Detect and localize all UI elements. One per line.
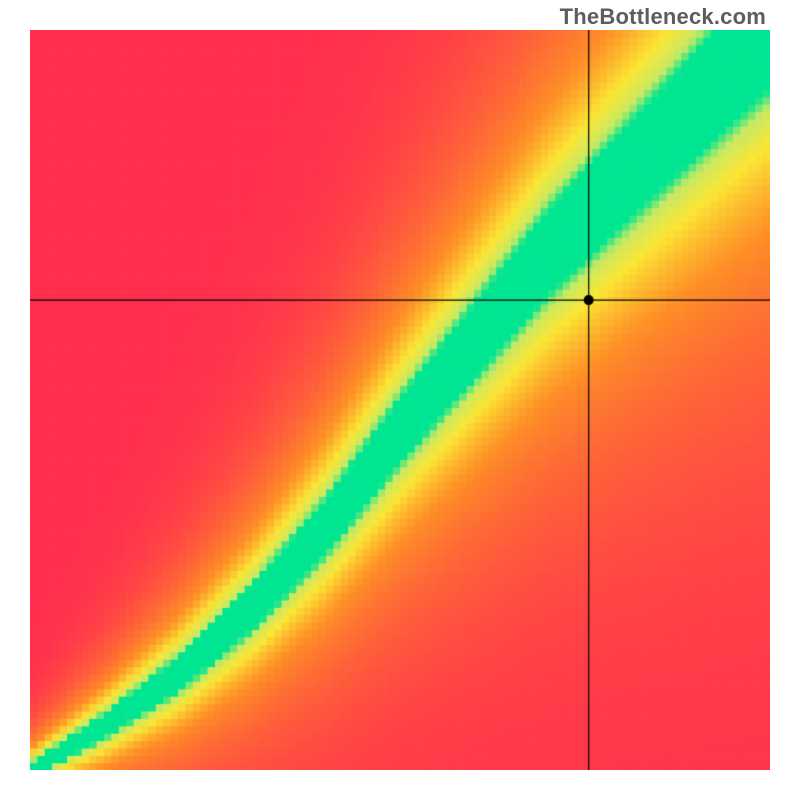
watermark-text: TheBottleneck.com bbox=[560, 4, 766, 30]
heatmap-plot bbox=[30, 30, 770, 770]
